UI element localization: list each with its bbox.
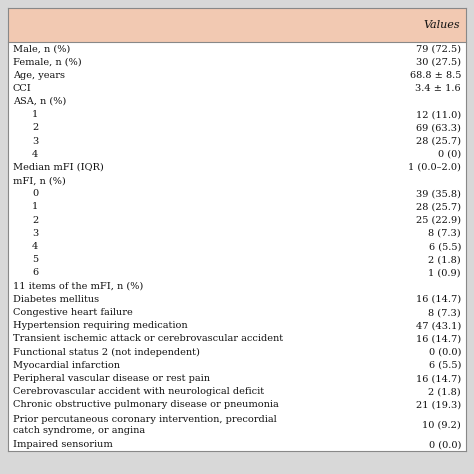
Text: 1 (0.9): 1 (0.9) (428, 268, 461, 277)
Text: 2: 2 (32, 216, 38, 225)
Text: 30 (27.5): 30 (27.5) (416, 57, 461, 66)
Text: 28 (25.7): 28 (25.7) (416, 202, 461, 211)
Text: Diabetes mellitus: Diabetes mellitus (13, 295, 99, 304)
Text: 69 (63.3): 69 (63.3) (416, 123, 461, 132)
Text: Female, n (%): Female, n (%) (13, 57, 82, 66)
Text: Congestive heart failure: Congestive heart failure (13, 308, 133, 317)
Text: 0 (0.0): 0 (0.0) (428, 440, 461, 449)
Text: CCI: CCI (13, 84, 32, 93)
Text: Functional status 2 (not independent): Functional status 2 (not independent) (13, 347, 200, 357)
Text: 8 (7.3): 8 (7.3) (428, 229, 461, 238)
Text: Transient ischemic attack or cerebrovascular accident: Transient ischemic attack or cerebrovasc… (13, 335, 283, 344)
Text: Male, n (%): Male, n (%) (13, 44, 70, 53)
Text: ASA, n (%): ASA, n (%) (13, 97, 66, 106)
Text: mFI, n (%): mFI, n (%) (13, 176, 66, 185)
Text: 3: 3 (32, 229, 38, 238)
Text: 16 (14.7): 16 (14.7) (416, 335, 461, 344)
Text: 0: 0 (32, 189, 38, 198)
Text: 1: 1 (32, 202, 38, 211)
Text: 0 (0.0): 0 (0.0) (428, 348, 461, 357)
Text: Cerebrovascular accident with neurological deficit: Cerebrovascular accident with neurologic… (13, 387, 264, 396)
Text: 1 (0.0–2.0): 1 (0.0–2.0) (408, 163, 461, 172)
Text: 2 (1.8): 2 (1.8) (428, 387, 461, 396)
Text: 6 (5.5): 6 (5.5) (428, 361, 461, 370)
Text: Peripheral vascular disease or rest pain: Peripheral vascular disease or rest pain (13, 374, 210, 383)
Text: 11 items of the mFI, n (%): 11 items of the mFI, n (%) (13, 282, 143, 291)
Text: 6 (5.5): 6 (5.5) (428, 242, 461, 251)
Text: 2: 2 (32, 123, 38, 132)
Text: 79 (72.5): 79 (72.5) (416, 44, 461, 53)
Text: Chronic obstructive pulmonary disease or pneumonia: Chronic obstructive pulmonary disease or… (13, 401, 279, 410)
Text: 16 (14.7): 16 (14.7) (416, 374, 461, 383)
Text: Age, years: Age, years (13, 71, 65, 80)
Text: 16 (14.7): 16 (14.7) (416, 295, 461, 304)
Text: 8 (7.3): 8 (7.3) (428, 308, 461, 317)
Text: 3: 3 (32, 137, 38, 146)
Text: 4: 4 (32, 242, 38, 251)
Text: 3.4 ± 1.6: 3.4 ± 1.6 (415, 84, 461, 93)
Text: 5: 5 (32, 255, 38, 264)
Text: 47 (43.1): 47 (43.1) (416, 321, 461, 330)
Text: 21 (19.3): 21 (19.3) (416, 401, 461, 410)
Text: 68.8 ± 8.5: 68.8 ± 8.5 (410, 71, 461, 80)
Bar (8, 8, 466, 42)
Text: 10 (9.2): 10 (9.2) (422, 420, 461, 429)
Text: 4: 4 (32, 150, 38, 159)
Text: Myocardial infarction: Myocardial infarction (13, 361, 120, 370)
Text: Impaired sensorium: Impaired sensorium (13, 440, 113, 449)
Text: Values: Values (423, 20, 460, 30)
Text: 12 (11.0): 12 (11.0) (416, 110, 461, 119)
Text: Prior percutaneous coronary intervention, precordial
catch syndrome, or angina: Prior percutaneous coronary intervention… (13, 415, 277, 435)
Text: Hypertension requiring medication: Hypertension requiring medication (13, 321, 188, 330)
Text: 25 (22.9): 25 (22.9) (416, 216, 461, 225)
Text: 0 (0): 0 (0) (438, 150, 461, 159)
Text: Median mFI (IQR): Median mFI (IQR) (13, 163, 104, 172)
Text: 6: 6 (32, 268, 38, 277)
Text: 28 (25.7): 28 (25.7) (416, 137, 461, 146)
Text: 39 (35.8): 39 (35.8) (416, 189, 461, 198)
Text: 1: 1 (32, 110, 38, 119)
Text: 2 (1.8): 2 (1.8) (428, 255, 461, 264)
